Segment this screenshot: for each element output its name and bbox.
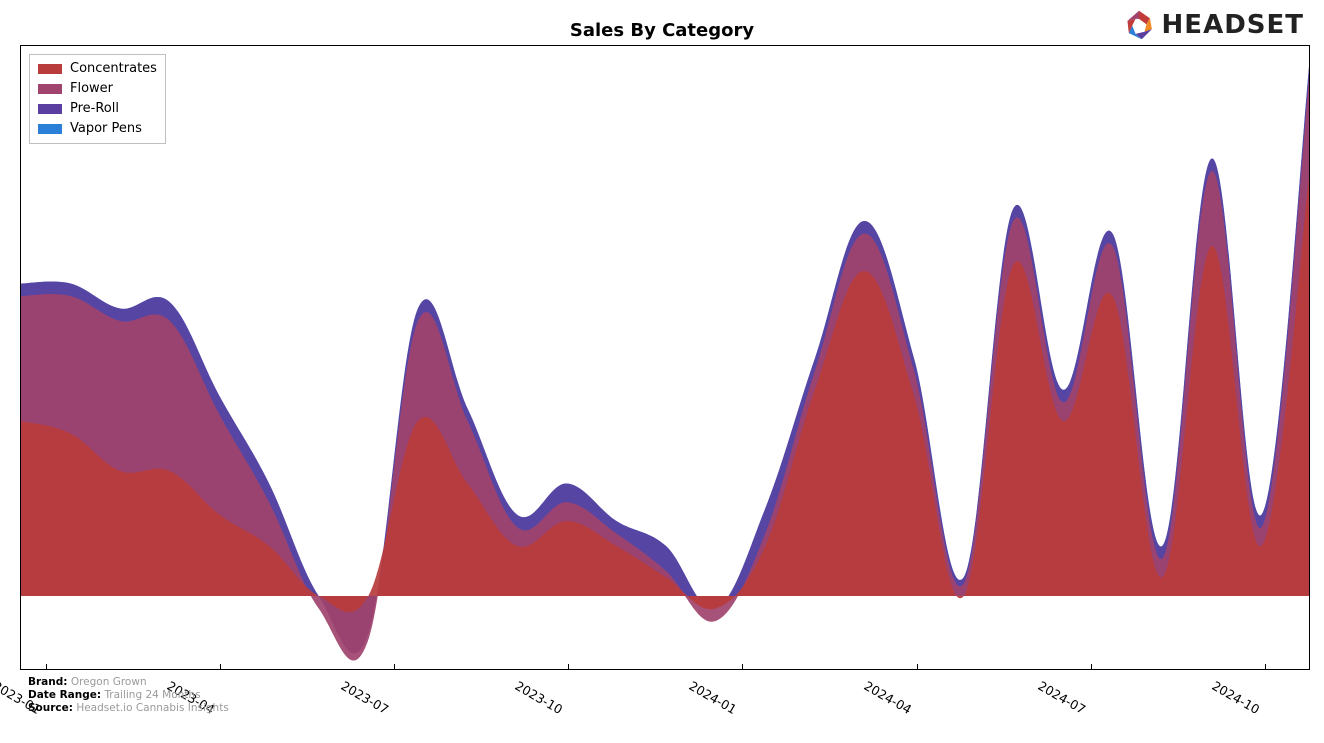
x-tick-label: 2024-01 <box>687 678 740 717</box>
legend-swatch <box>38 84 62 94</box>
brand-logo: HEADSET <box>1122 8 1304 42</box>
legend-label: Flower <box>70 79 113 99</box>
legend-item: Flower <box>38 79 157 99</box>
chart-legend: ConcentratesFlowerPre-RollVapor Pens <box>29 54 166 144</box>
meta-brand-value: Oregon Grown <box>71 676 147 688</box>
legend-item: Concentrates <box>38 59 157 79</box>
x-tick-label: 2023-10 <box>513 678 566 717</box>
x-tick-label: 2024-04 <box>861 678 914 717</box>
legend-label: Vapor Pens <box>70 119 142 139</box>
meta-source-label: Source: <box>28 702 73 714</box>
legend-label: Pre-Roll <box>70 99 119 119</box>
legend-swatch <box>38 104 62 114</box>
x-tick-label: 2024-10 <box>1209 678 1262 717</box>
meta-daterange-label: Date Range: <box>28 689 101 701</box>
chart-plot-area: ConcentratesFlowerPre-RollVapor Pens <box>20 45 1310 670</box>
legend-item: Vapor Pens <box>38 119 157 139</box>
area-chart-svg <box>21 46 1310 670</box>
meta-source-row: Source: Headset.io Cannabis Insights <box>28 702 229 715</box>
meta-daterange-row: Date Range: Trailing 24 Months <box>28 689 229 702</box>
x-tick-label: 2024-07 <box>1035 678 1088 717</box>
meta-source-value: Headset.io Cannabis Insights <box>76 702 228 714</box>
legend-label: Concentrates <box>70 59 157 79</box>
legend-swatch <box>38 124 62 134</box>
meta-brand-label: Brand: <box>28 676 67 688</box>
brand-logo-text: HEADSET <box>1162 10 1304 40</box>
chart-metadata: Brand: Oregon Grown Date Range: Trailing… <box>28 676 229 715</box>
meta-daterange-value: Trailing 24 Months <box>104 689 200 701</box>
headset-logo-icon <box>1122 8 1156 42</box>
legend-swatch <box>38 64 62 74</box>
meta-brand-row: Brand: Oregon Grown <box>28 676 229 689</box>
x-tick-label: 2023-07 <box>339 678 392 717</box>
legend-item: Pre-Roll <box>38 99 157 119</box>
area-series <box>21 159 1310 613</box>
